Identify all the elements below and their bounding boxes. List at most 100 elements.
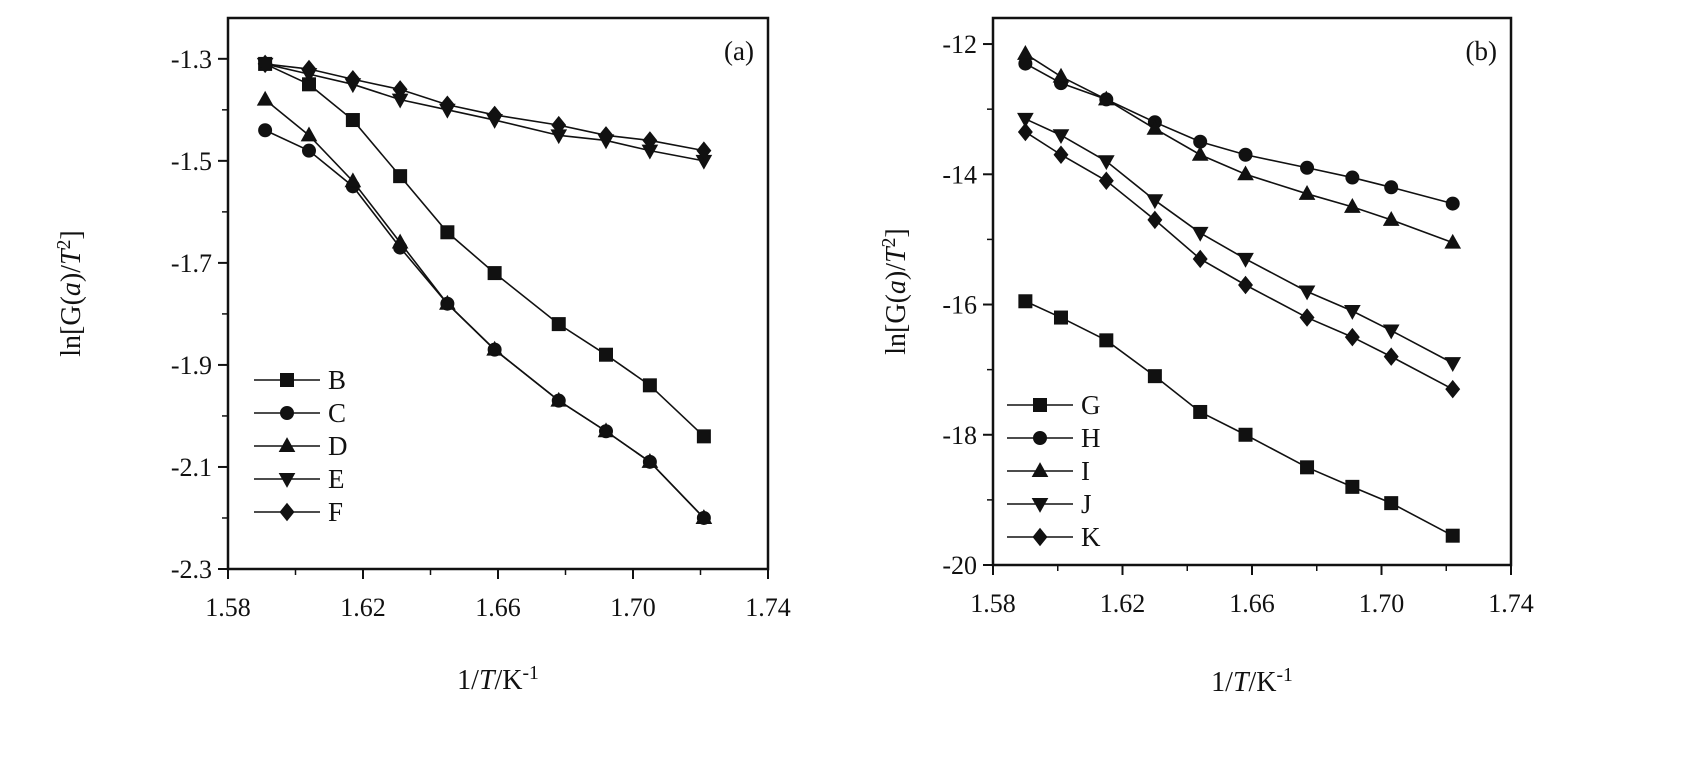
data-point-F <box>301 59 317 79</box>
chart-a-svg: 1.58 1.62 1.66 1.70 1.74 -1.3 -1.5 -1.7 -1.9 -2.1… <box>54 16 791 696</box>
data-point-I <box>1017 44 1034 60</box>
series-line-E <box>264 63 705 162</box>
x-tick-label-b: 1.74 <box>1488 589 1534 618</box>
data-point-I <box>1052 67 1070 83</box>
data-point-G <box>1445 528 1460 543</box>
data-point-G <box>1099 333 1114 348</box>
data-point-B <box>440 225 455 240</box>
data-point-D <box>344 172 362 188</box>
series-line-G <box>1025 300 1454 537</box>
x-tick-label-a: 1.66 <box>475 593 521 622</box>
data-point-C <box>258 123 273 138</box>
data-point-F <box>696 141 712 160</box>
data-point-F <box>598 126 614 145</box>
data-point-H <box>1238 147 1253 162</box>
x-tick-label-a: 1.70 <box>610 593 656 622</box>
panel-label-a: (a) <box>724 36 754 66</box>
data-point-K <box>1192 249 1208 269</box>
data-point-J <box>1444 357 1462 372</box>
data-point-F <box>392 80 408 99</box>
y-tick-label-b: -18 <box>942 421 977 450</box>
data-point-H <box>1300 160 1315 175</box>
series-line-H <box>1024 62 1453 205</box>
series-line-F <box>265 63 705 152</box>
data-point-F <box>487 105 503 125</box>
data-point-B <box>345 113 360 128</box>
legend-marker-G <box>1033 398 1047 412</box>
panel-label-b: (b) <box>1466 36 1497 66</box>
legend-marker-C <box>280 406 294 420</box>
plot-frame-a <box>226 16 770 571</box>
data-point-K <box>1017 122 1033 142</box>
legend-label-G: G <box>1081 390 1101 420</box>
x-tick-label-b: 1.62 <box>1100 589 1146 618</box>
legend-marker-H <box>1033 431 1047 445</box>
data-point-G <box>1345 479 1360 494</box>
series-I <box>1017 44 1462 249</box>
data-point-F <box>439 95 455 114</box>
legend-label-K: K <box>1081 522 1101 552</box>
y-axis-title-b: ln[G(a)/T2] <box>879 228 913 354</box>
data-point-J <box>1146 194 1164 210</box>
y-tick-label-a: -2.1 <box>171 453 212 482</box>
data-point-I <box>1298 184 1316 200</box>
data-point-F <box>345 69 361 89</box>
x-tick-label-a: 1.74 <box>745 593 791 622</box>
x-tick-label-b: 1.66 <box>1229 589 1275 618</box>
series-J <box>1017 112 1462 372</box>
data-point-D <box>695 509 713 525</box>
legend-label-D: D <box>328 431 348 461</box>
legend-marker-D <box>278 437 296 453</box>
series-C <box>258 123 711 525</box>
data-point-J <box>1344 305 1361 320</box>
data-point-K <box>1383 347 1399 366</box>
data-point-F <box>551 115 567 135</box>
data-point-B <box>696 429 711 444</box>
data-point-B <box>393 169 408 184</box>
data-point-D <box>439 294 456 310</box>
y-tick-label-a: -2.3 <box>171 555 212 584</box>
data-point-J <box>1382 324 1400 340</box>
data-point-K <box>1299 308 1315 327</box>
legend-label-E: E <box>328 464 345 494</box>
data-point-I <box>1382 211 1400 226</box>
data-point-D <box>256 90 274 106</box>
legend-marker-F <box>279 502 295 522</box>
series-line-B <box>264 63 705 437</box>
x-tick-label-a: 1.62 <box>340 593 386 622</box>
data-point-I <box>1191 145 1209 161</box>
data-point-I <box>1146 119 1164 135</box>
legend-marker-K <box>1032 527 1048 547</box>
chart-panel-b: 1.58 1.62 1.66 1.70 1.74 -12 -14 -16 -18 -20 1/T/K… <box>840 0 1687 762</box>
y-axis-title-a: ln[G(a)/T2] <box>54 230 88 356</box>
data-point-G <box>1147 369 1162 384</box>
series-line-J <box>1025 118 1454 364</box>
y-tick-label-a: -1.7 <box>171 249 212 278</box>
y-tick-label-b: -16 <box>942 291 977 320</box>
data-point-J <box>1298 285 1316 301</box>
series-B <box>258 56 711 444</box>
y-tick-label-b: -20 <box>942 551 977 580</box>
x-tick-label-a: 1.58 <box>205 593 251 622</box>
series-D <box>256 90 713 525</box>
data-point-J <box>1237 252 1254 268</box>
legend-marker-J <box>1031 497 1049 513</box>
data-point-K <box>1147 210 1163 230</box>
series-line-I <box>1024 53 1454 244</box>
data-point-D <box>300 126 318 142</box>
data-point-K <box>1053 145 1069 164</box>
chart-panel-a: 1.58 1.62 1.66 1.70 1.74 -1.3 -1.5 -1.7 -1.9 -2.1… <box>0 0 840 762</box>
legend-label-J: J <box>1081 489 1092 519</box>
data-point-F <box>257 54 273 74</box>
data-point-D <box>391 233 409 249</box>
data-point-B <box>487 266 502 281</box>
series-F <box>257 54 712 160</box>
series-line-K <box>1024 131 1454 390</box>
legend-label-B: B <box>328 365 346 395</box>
data-point-B <box>599 347 613 362</box>
x-tick-label-b: 1.70 <box>1359 589 1405 618</box>
legend-marker-E <box>278 472 296 488</box>
x-axis-title-b: 1/T/K-1 <box>1211 665 1293 699</box>
series-line-D <box>264 99 705 519</box>
data-point-I <box>1097 90 1115 106</box>
